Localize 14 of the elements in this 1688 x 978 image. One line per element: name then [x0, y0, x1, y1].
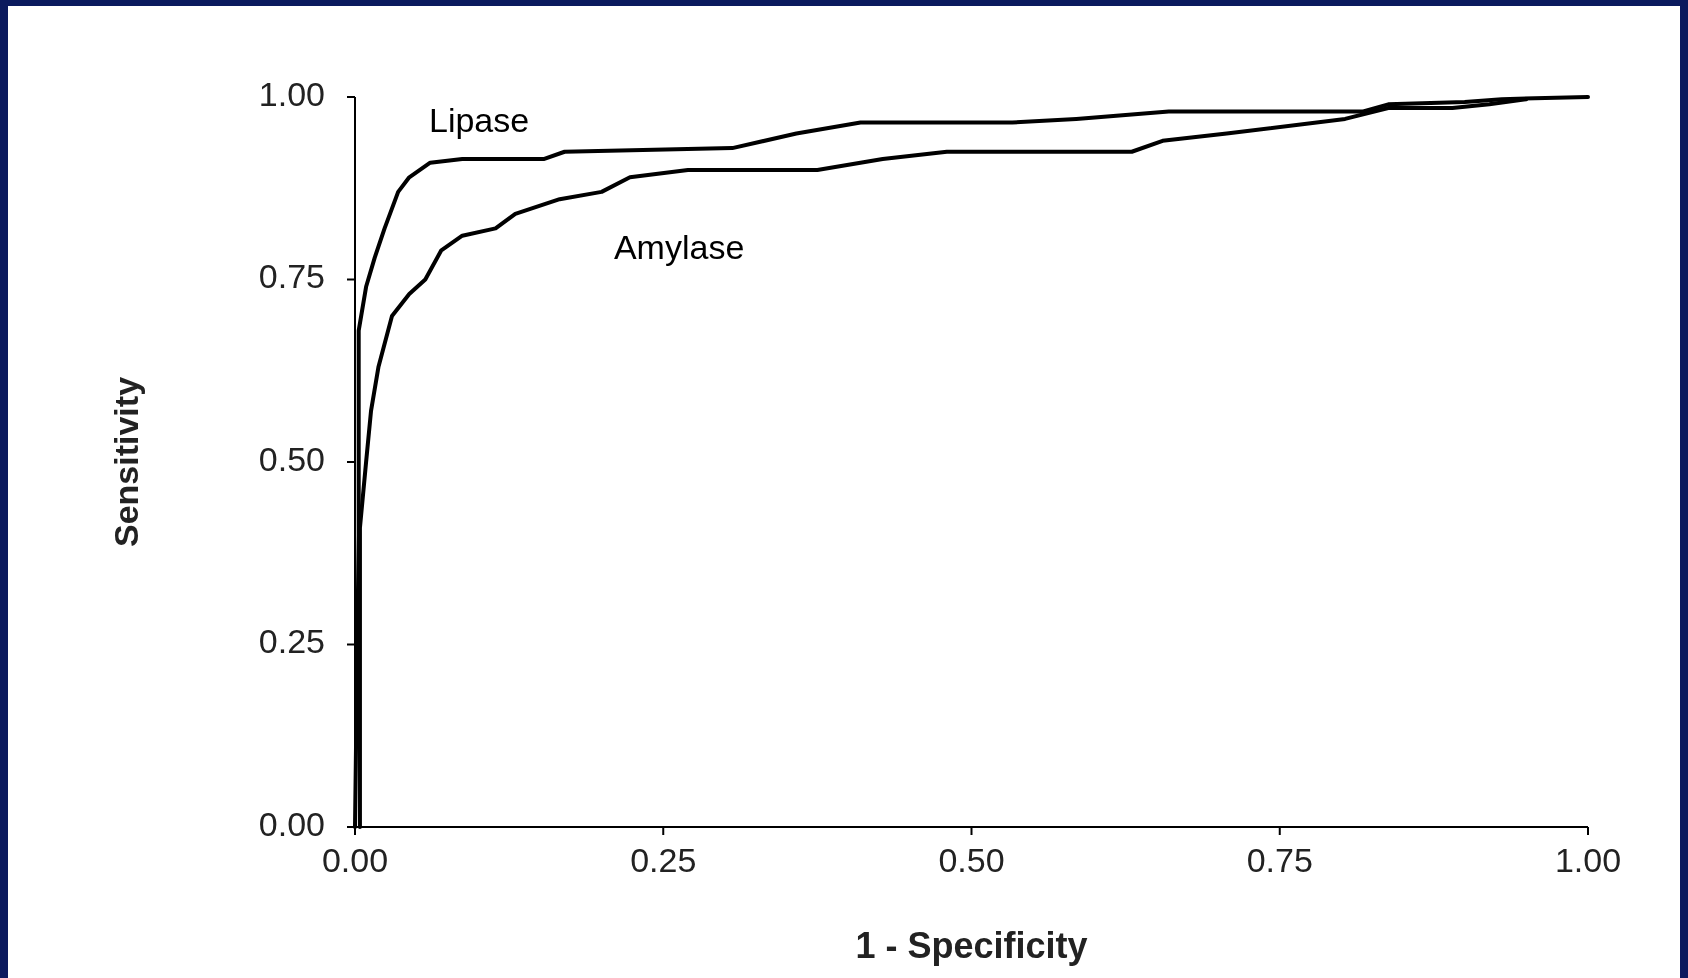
y-tick-label: 1.00 — [258, 74, 325, 113]
y-tick-label: 0.50 — [258, 439, 325, 478]
x-tick-label: 0.00 — [321, 841, 389, 879]
y-tick-label: 0.25 — [258, 622, 325, 661]
x-tick-label: 0.75 — [1246, 841, 1313, 879]
y-tick-label: 0.75 — [258, 257, 325, 296]
y-tick-label: 0.00 — [258, 804, 325, 843]
x-tick-label: 1.00 — [1554, 841, 1622, 879]
y-axis-title: Sensitivity — [107, 376, 145, 548]
x-axis-title: 1 - Specificity — [855, 925, 1088, 966]
series-label: Lipase — [428, 100, 530, 139]
series-label: Amylase — [613, 228, 745, 267]
x-tick-label: 0.50 — [938, 841, 1005, 879]
x-tick-label: 0.25 — [630, 841, 697, 879]
